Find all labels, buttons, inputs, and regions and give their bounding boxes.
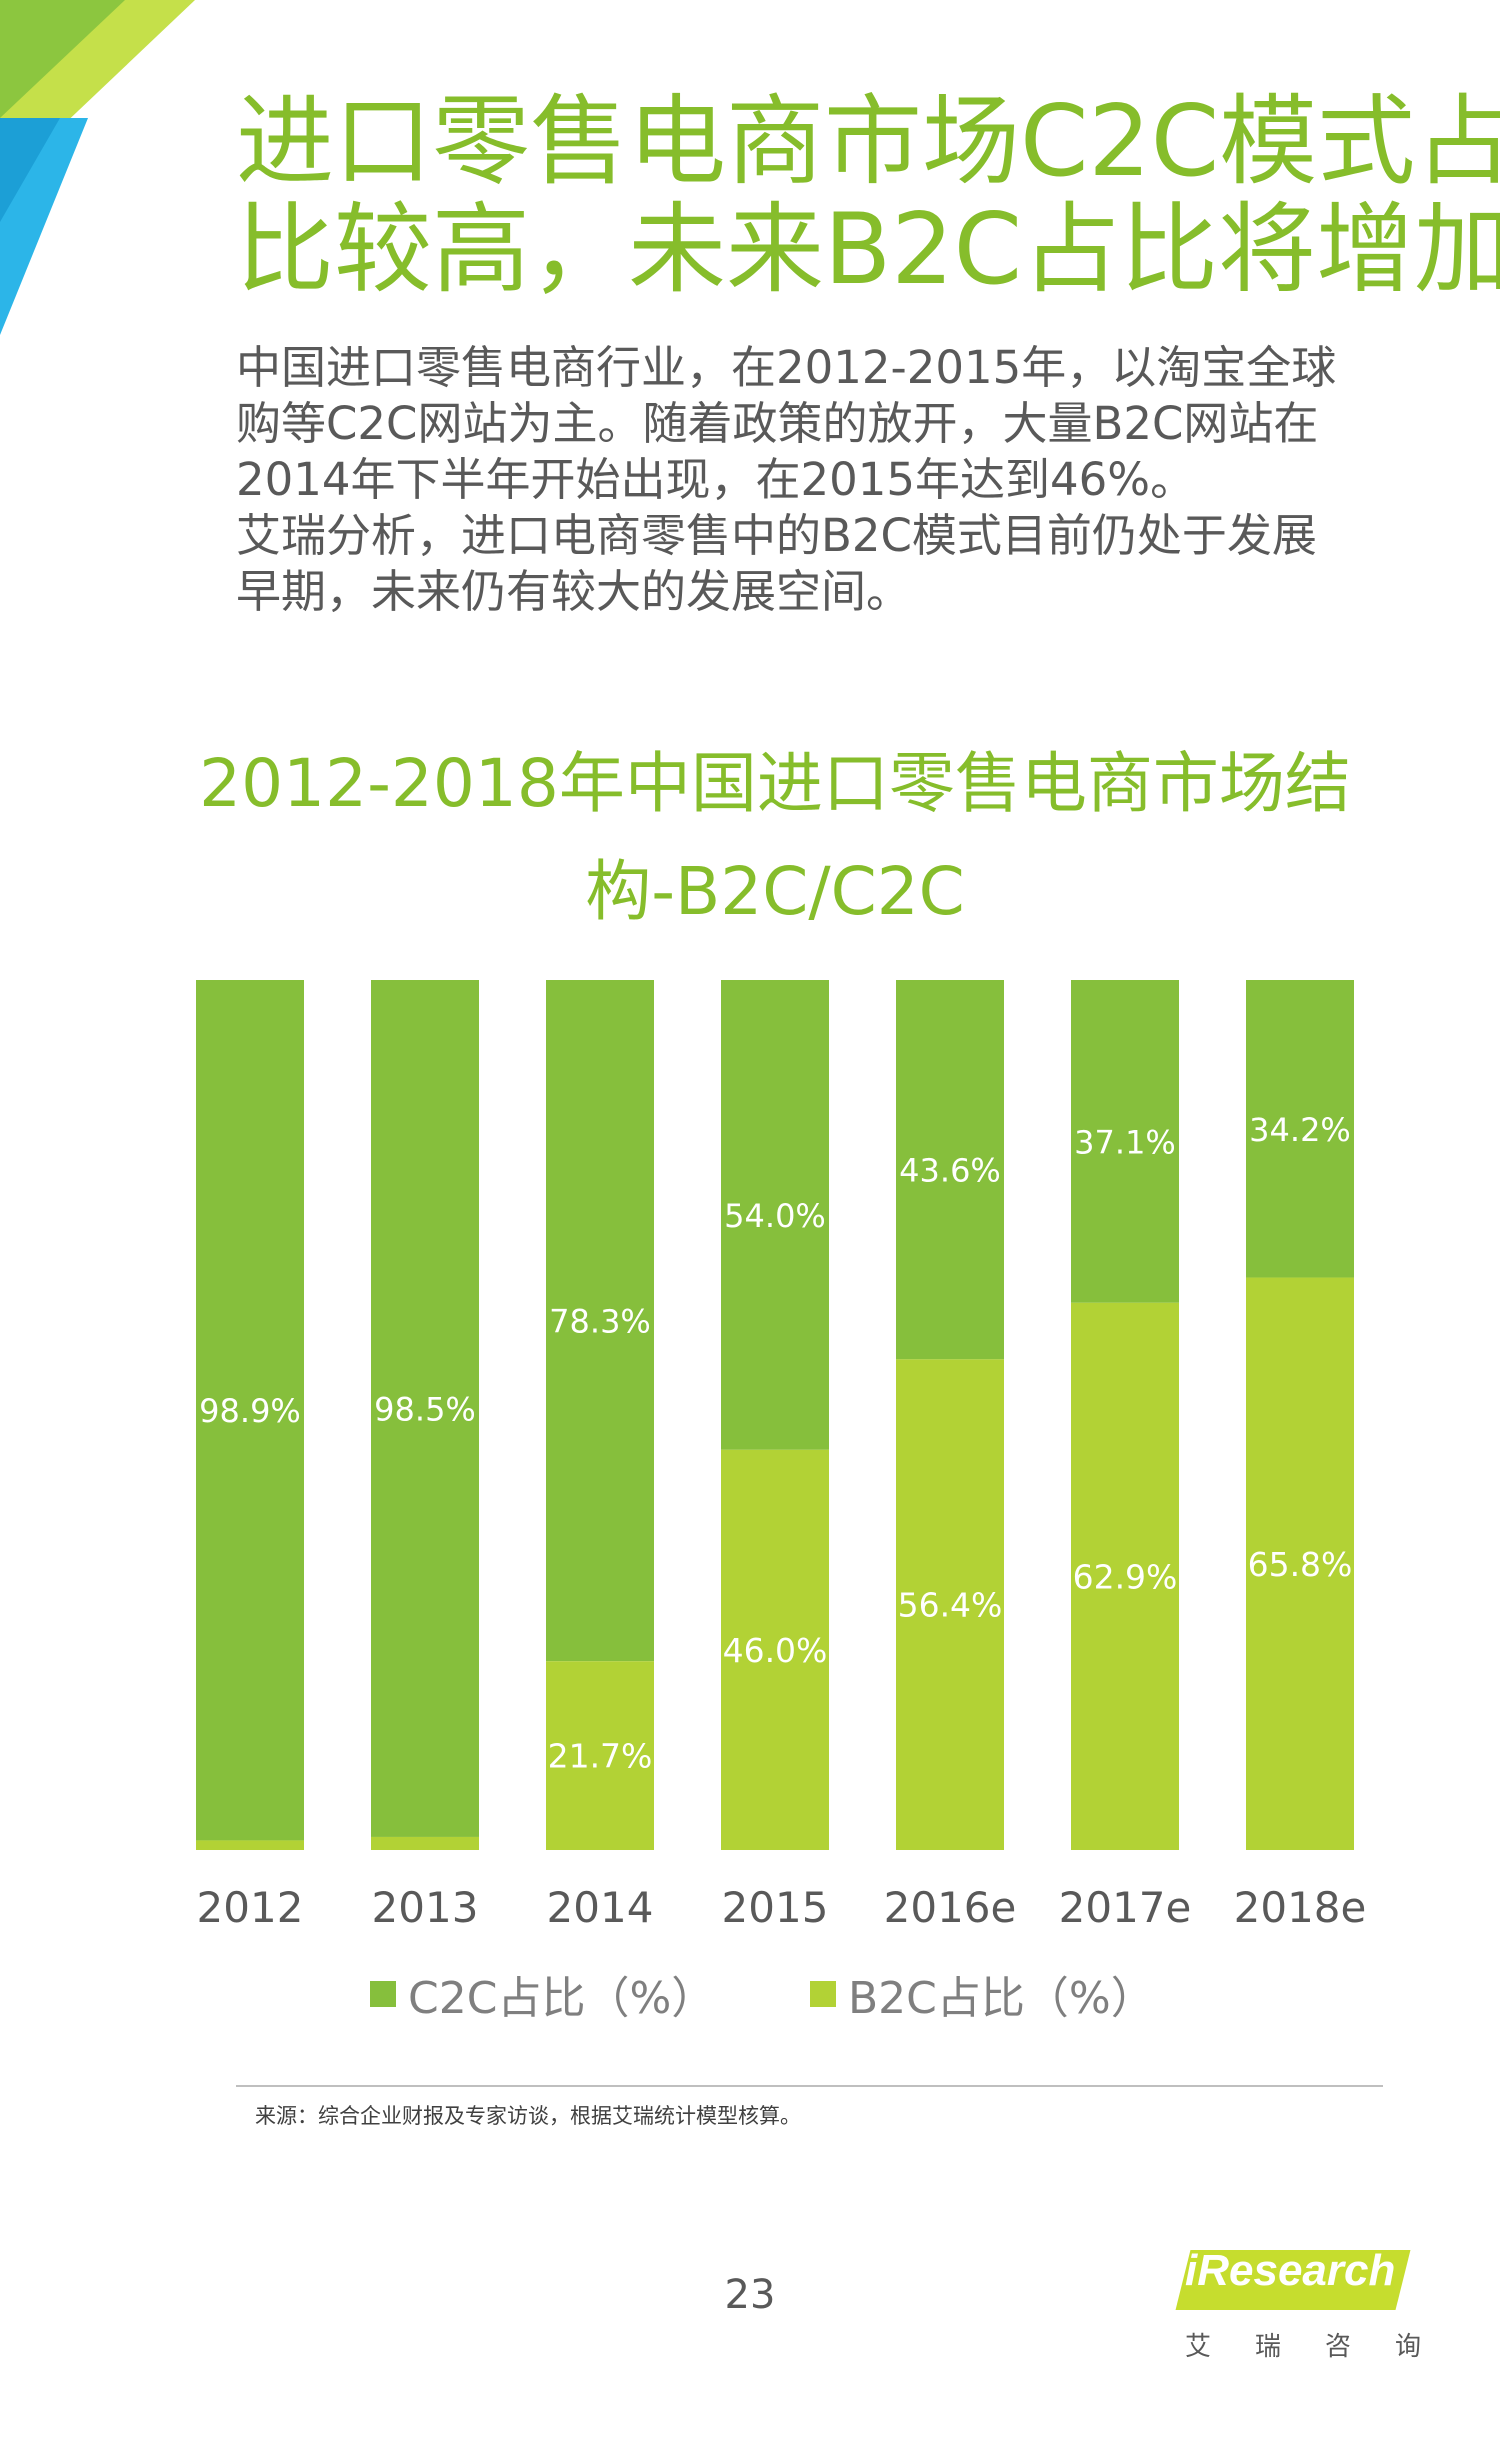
- data-label-b2c-2018e: 65.8%: [1248, 1545, 1353, 1584]
- x-tick-2014: 2014: [547, 1883, 654, 1932]
- data-label-b2c-2017e: 62.9%: [1073, 1557, 1178, 1596]
- data-label-c2c-2016e: 43.6%: [899, 1152, 1001, 1190]
- legend-item-b2c: B2C占比（%）: [810, 1962, 1155, 2026]
- bar-c2c-2017e: [1071, 980, 1179, 1303]
- stacked-bar-chart: 98.9% 2012 98.5% 2013 78.3% 21.7% 2014 54.0% 46.…: [196, 980, 1367, 1932]
- bar-b2c-2015: [721, 1449, 829, 1850]
- data-label-b2c-2016e: 56.4%: [898, 1586, 1003, 1625]
- legend-label-b2c: B2C占比（%）: [848, 1973, 1155, 2024]
- page-number: 23: [724, 2272, 776, 2318]
- bar-c2c-2012: [196, 980, 304, 1841]
- data-label-b2c-2015: 46.0%: [723, 1631, 828, 1670]
- bar-b2c-2018e: [1246, 1277, 1354, 1850]
- data-label-b2c-2014: 21.7%: [548, 1737, 653, 1776]
- legend-label-c2c: C2C占比（%）: [408, 1973, 716, 2024]
- data-label-c2c-2015: 54.0%: [724, 1197, 826, 1235]
- x-tick-2012: 2012: [197, 1883, 304, 1932]
- data-label-c2c-2017e: 37.1%: [1074, 1123, 1176, 1161]
- x-tick-2015: 2015: [722, 1883, 829, 1932]
- chart-title: 2012-2018年中国进口零售电商市场结 构-B2C/C2C: [150, 730, 1400, 946]
- description-line-2: 购等C2C网站为主。随着政策的放开，大量B2C网站在: [236, 397, 1319, 450]
- page-title-line-1: 进口零售电商市场C2C模式占: [236, 85, 1500, 199]
- bar-b2c-2014: [546, 1661, 654, 1850]
- data-label-c2c-2014: 78.3%: [549, 1303, 651, 1341]
- x-tick-2017e: 2017e: [1059, 1883, 1192, 1932]
- legend-swatch-c2c: [370, 1981, 396, 2007]
- source-divider: [236, 2085, 1383, 2087]
- page-title: 进口零售电商市场C2C模式占 比较高，未来B2C占比将增加: [236, 85, 1500, 307]
- data-label-c2c-2018e: 34.2%: [1249, 1111, 1351, 1149]
- x-tick-2016e: 2016e: [884, 1883, 1017, 1932]
- bar-c2c-2018e: [1246, 980, 1354, 1278]
- data-label-c2c-2012: 98.9%: [199, 1392, 301, 1430]
- logo-text: iResearch: [1185, 2246, 1396, 2295]
- bar-b2c-2013: [371, 1836, 479, 1850]
- bar-c2c-2013: [371, 980, 479, 1837]
- chart-title-line-2: 构-B2C/C2C: [585, 853, 965, 930]
- bar-b2c-2017e: [1071, 1302, 1179, 1850]
- source-note: 来源：综合企业财报及专家访谈，根据艾瑞统计模型核算。: [255, 2104, 801, 2128]
- corner-triangle-blue-dark: [0, 118, 60, 222]
- bar-b2c-2012: [196, 1840, 304, 1850]
- chart-legend: C2C占比（%） B2C占比（%）: [0, 1962, 1500, 2026]
- page-title-line-2: 比较高，未来B2C占比将增加: [236, 193, 1500, 307]
- description-line-4: 艾瑞分析，进口电商零售中的B2C模式目前仍处于发展: [236, 509, 1317, 562]
- logo-subtitle: 艾瑞咨询: [1185, 2332, 1466, 2362]
- bar-c2c-2014: [546, 980, 654, 1662]
- bar-c2c-2015: [721, 980, 829, 1450]
- bar-b2c-2016e: [896, 1359, 1004, 1850]
- data-label-c2c-2013: 98.5%: [374, 1390, 476, 1428]
- x-tick-2018e: 2018e: [1234, 1883, 1367, 1932]
- description-line-5: 早期，未来仍有较大的发展空间。: [236, 565, 912, 618]
- corner-triangle-green: [0, 0, 125, 118]
- corner-decoration: [0, 0, 195, 335]
- legend-item-c2c: C2C占比（%）: [370, 1962, 715, 2026]
- chart-title-line-1: 2012-2018年中国进口零售电商市场结: [199, 745, 1351, 822]
- bar-c2c-2016e: [896, 980, 1004, 1360]
- iresearch-logo: iResearch 艾瑞咨询: [1165, 2230, 1425, 2390]
- legend-swatch-b2c: [810, 1981, 836, 2007]
- description-line-3: 2014年下半年开始出现，在2015年达到46%。: [236, 453, 1196, 506]
- description-line-1: 中国进口零售电商行业，在2012-2015年，以淘宝全球: [236, 341, 1337, 394]
- x-tick-2013: 2013: [372, 1883, 479, 1932]
- description: 中国进口零售电商行业，在2012-2015年，以淘宝全球 购等C2C网站为主。随…: [236, 340, 1386, 620]
